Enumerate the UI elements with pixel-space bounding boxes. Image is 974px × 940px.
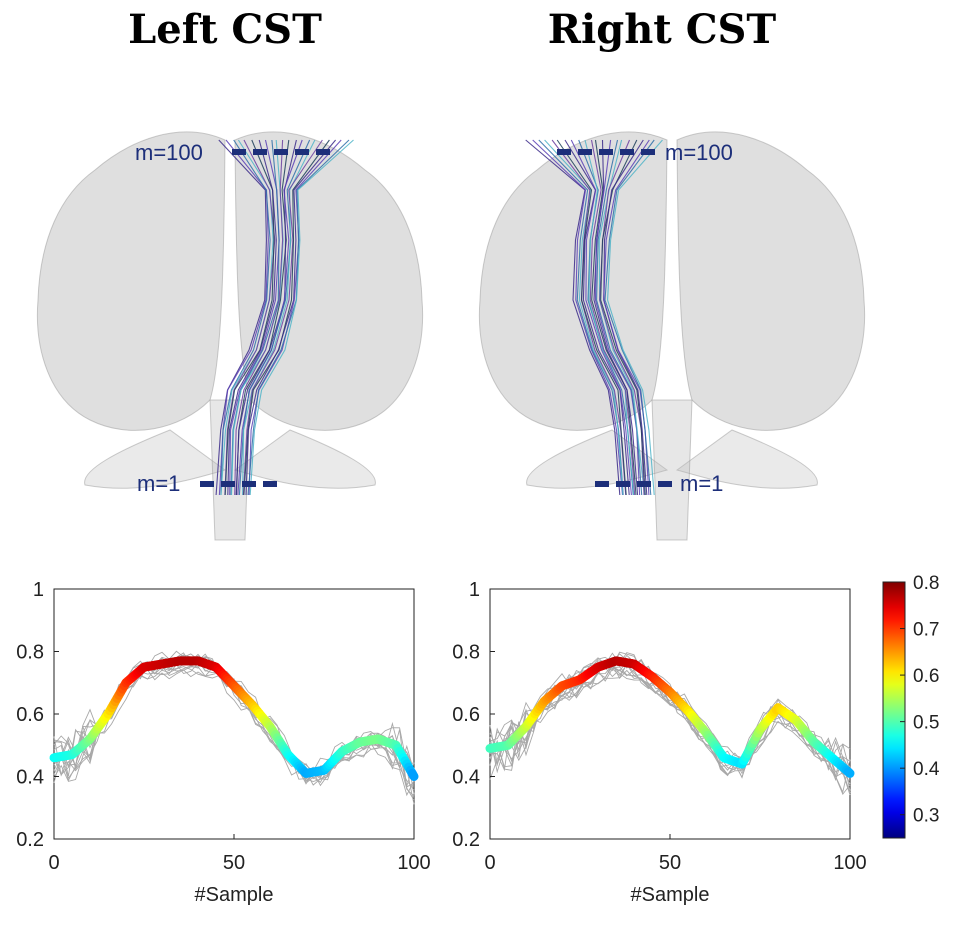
colorbar-tick-label: 0.8	[913, 573, 939, 594]
subject-curve	[489, 664, 851, 794]
colorbar-tick-label: 0.4	[913, 759, 940, 780]
fiber	[532, 139, 624, 496]
title-right-cst: Right CST	[547, 6, 777, 53]
y-tick-label: 1	[469, 579, 480, 601]
x-tick-label: 100	[833, 852, 866, 874]
marker-top-label: m=100	[665, 140, 733, 165]
fiber	[242, 139, 323, 496]
brain-panel-right: m=100 m=1	[478, 131, 866, 541]
subject-curve	[53, 669, 415, 797]
fiber	[570, 139, 632, 496]
brain-panel-left: m=100 m=1	[36, 131, 424, 541]
y-tick-label: 0.4	[452, 767, 480, 789]
y-tick-label: 0.8	[452, 642, 480, 664]
colorbar-gradient	[882, 581, 906, 839]
fiber	[243, 139, 330, 496]
fiber	[227, 139, 277, 496]
y-tick-label: 0.6	[452, 704, 480, 726]
fa-profile-chart-left: 0.2 0.4 0.6 0.8 1 0 50 100 #Sample	[16, 579, 431, 906]
colorbar: 0.3 0.4 0.5 0.6 0.7 0.8	[882, 573, 940, 839]
marker-bottom-label: m=1	[137, 471, 180, 496]
colorbar-tick-label: 0.6	[913, 666, 939, 687]
fiber	[220, 139, 271, 496]
fiber	[247, 139, 350, 496]
y-tick-label: 0.2	[16, 829, 44, 851]
marker-top: m=100	[135, 140, 330, 165]
colorbar-tick-label: 0.3	[913, 806, 939, 827]
fiber	[249, 139, 354, 496]
y-tick-label: 0.2	[452, 829, 480, 851]
fa-profile-chart-right: 0.2 0.4 0.6 0.8 1 0 50 100 #Sample	[452, 579, 867, 906]
fiber	[584, 139, 635, 496]
x-tick-label: 50	[659, 852, 681, 874]
fiber	[591, 139, 637, 496]
marker-bottom-label: m=1	[680, 471, 723, 496]
fiber-tract	[525, 139, 663, 496]
fiber	[245, 139, 337, 496]
fiber	[607, 139, 663, 496]
x-axis-label: #Sample	[631, 884, 710, 906]
colorbar-tick-label: 0.5	[913, 713, 939, 734]
x-tick-label: 0	[48, 852, 59, 874]
fiber	[589, 139, 636, 496]
title-left-cst: Left CST	[128, 6, 322, 53]
fiber	[234, 139, 284, 496]
fiber-tract	[215, 139, 354, 496]
fiber	[215, 139, 267, 496]
fiber	[551, 139, 627, 496]
mean-curve-segment	[843, 767, 855, 778]
y-tick-label: 1	[33, 579, 44, 601]
mean-curve	[485, 656, 855, 778]
fiber	[224, 139, 276, 496]
brain-outline	[478, 131, 866, 541]
colorbar-tick-label: 0.7	[913, 620, 939, 641]
fiber	[604, 139, 655, 496]
subject-curve	[489, 663, 851, 776]
mean-curve-segment	[407, 768, 419, 781]
x-tick-label: 0	[484, 852, 495, 874]
marker-bottom: m=1	[595, 471, 723, 496]
fiber	[556, 139, 627, 496]
x-tick-label: 50	[223, 852, 245, 874]
mean-curve	[49, 656, 419, 781]
x-axis-label: #Sample	[195, 884, 274, 906]
y-tick-label: 0.6	[16, 704, 44, 726]
marker-bottom: m=1	[137, 471, 280, 496]
x-tick-label: 100	[397, 852, 430, 874]
fiber	[525, 139, 621, 496]
marker-top: m=100	[557, 140, 733, 165]
y-tick-label: 0.4	[16, 767, 44, 789]
plot-area	[489, 588, 851, 840]
marker-top-label: m=100	[135, 140, 203, 165]
y-tick-label: 0.8	[16, 642, 44, 664]
fiber	[238, 139, 311, 496]
